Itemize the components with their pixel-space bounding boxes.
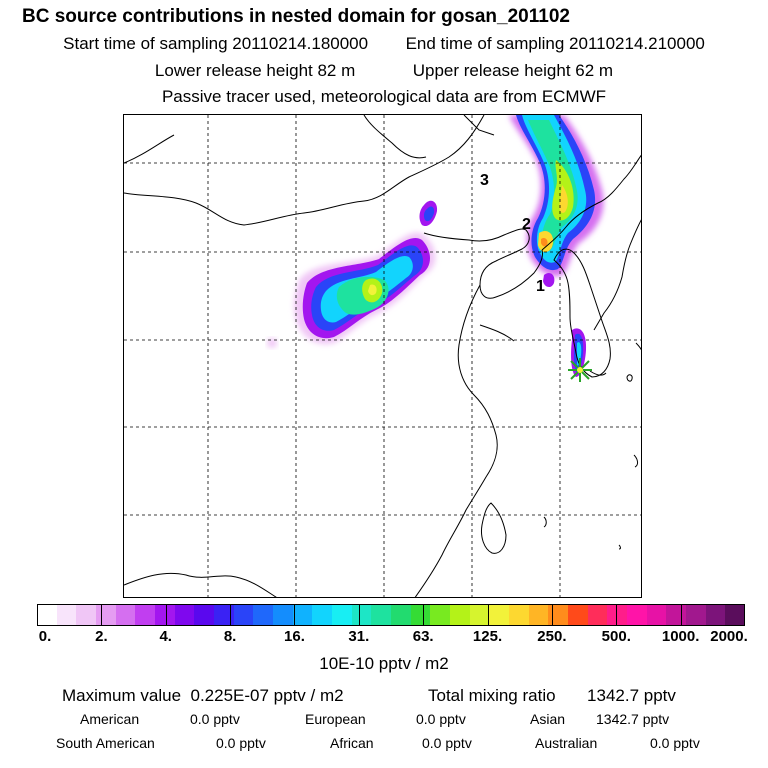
region-african: African (330, 735, 374, 751)
colorbar-tick (423, 604, 425, 626)
colorbar-segment (607, 604, 628, 626)
colorbar-segment (214, 604, 235, 626)
map-panel (123, 114, 642, 598)
colorbar-segment (489, 604, 510, 626)
colorbar-tick (101, 604, 103, 626)
upper-release-height: Upper release height 62 m (412, 61, 614, 80)
colorbar-segment (469, 604, 490, 626)
map-svg (124, 115, 641, 597)
region-south-american: South American (56, 735, 155, 751)
colorbar-segment (96, 604, 117, 626)
region-asian: Asian (530, 711, 566, 727)
coastlines (124, 115, 641, 597)
maximum-value-row: Maximum value 0.225E-07 pptv / m2 (62, 686, 344, 706)
region-australian-value: 0.0 pptv (650, 735, 700, 751)
release-heights: Lower release height 82 m Upper release … (0, 61, 768, 81)
colorbar-tick-label: 2. (95, 628, 108, 645)
total-value: 1342.7 pptv (587, 686, 676, 705)
total-mixing-row: Total mixing ratio 1342.7 pptv (428, 686, 676, 706)
colorbar-segment (646, 604, 667, 626)
region-asian-value: 1342.7 pptv (596, 711, 670, 727)
colorbar-segment (568, 604, 589, 626)
colorbar-tick-label: 2000. (710, 628, 748, 645)
colorbar-tick-label: 16. (284, 628, 305, 645)
colorbar-segment (155, 604, 176, 626)
colorbar-segment (509, 604, 530, 626)
asterisk-icon (568, 358, 592, 382)
colorbar-segment (76, 604, 97, 626)
colorbar-segment (705, 604, 726, 626)
colorbar-segment (292, 604, 313, 626)
sampling-times: Start time of sampling 20110214.180000 E… (0, 34, 768, 54)
colorbar-tick (165, 604, 167, 626)
colorbar-tick-label: 500. (601, 628, 631, 645)
colorbar-tick (294, 604, 296, 626)
colorbar-segment (273, 604, 294, 626)
tracer-note: Passive tracer used, meteorological data… (161, 87, 607, 106)
map-label-2: 2 (522, 216, 531, 233)
plot-title: BC source contributions in nested domain… (22, 6, 570, 27)
total-label: Total mixing ratio (428, 686, 556, 705)
colorbar-segment (351, 604, 372, 626)
colorbar-segment (135, 604, 156, 626)
region-european-value: 0.0 pptv (416, 711, 466, 727)
map-label-3: 3 (480, 172, 489, 189)
graticule (124, 115, 641, 597)
region-australian: Australian (535, 735, 598, 751)
region-american: American (80, 711, 140, 727)
colorbar-tick-label: 31. (348, 628, 370, 645)
colorbar-tick (551, 604, 553, 626)
colorbar-segment (410, 604, 431, 626)
region-american-value: 0.0 pptv (190, 711, 240, 727)
colorbar-segment (548, 604, 569, 626)
colorbar-tick (230, 604, 232, 626)
colorbar-segment (56, 604, 77, 626)
colorbar-segment (233, 604, 254, 626)
colorbar-tick (487, 604, 489, 626)
colorbar-tick-label: 0. (38, 628, 52, 645)
colorbar-segment (37, 604, 58, 626)
colorbar-segment (194, 604, 215, 626)
colorbar-tick (680, 604, 682, 626)
colorbar-tick (358, 604, 360, 626)
colorbar-tick-label: 250. (537, 628, 567, 645)
colorbar-units: 10E-10 pptv / m2 (319, 654, 449, 673)
region-south-american-value: 0.0 pptv (216, 735, 266, 751)
max-label: Maximum value (62, 686, 182, 705)
region-african-value: 0.0 pptv (422, 735, 472, 751)
colorbar-segment (391, 604, 412, 626)
colorbar-segment (332, 604, 353, 626)
colorbar-segment (430, 604, 451, 626)
colorbar-tick-label: 63. (412, 628, 434, 645)
colorbar-segment (686, 604, 707, 626)
colorbar-segment (725, 604, 746, 626)
end-time: End time of sampling 20110214.210000 (405, 34, 705, 53)
lower-release-height: Lower release height 82 m (154, 61, 356, 80)
colorbar-segment (253, 604, 274, 626)
concentration-plume-west (267, 200, 438, 348)
map-label-1: 1 (536, 278, 545, 295)
concentration-plume-korea (509, 115, 604, 377)
start-time: Start time of sampling 20110214.180000 (63, 34, 369, 53)
colorbar-tick-label: 1000. (661, 628, 700, 645)
colorbar-tick-label: 8. (223, 628, 237, 645)
colorbar-segment (528, 604, 549, 626)
colorbar-segment (115, 604, 136, 626)
colorbar-segment (627, 604, 648, 626)
colorbar (37, 604, 746, 626)
colorbar-segment (371, 604, 392, 626)
max-value: 0.225E-07 pptv / m2 (190, 686, 344, 705)
colorbar-tick (616, 604, 618, 626)
colorbar-segment (450, 604, 471, 626)
region-european: European (305, 711, 366, 727)
colorbar-tick-label: 125. (472, 628, 503, 645)
colorbar-segment (174, 604, 195, 626)
colorbar-tick-label: 4. (159, 628, 172, 645)
colorbar-border (37, 604, 745, 626)
colorbar-segment (587, 604, 608, 626)
colorbar-segment (312, 604, 333, 626)
